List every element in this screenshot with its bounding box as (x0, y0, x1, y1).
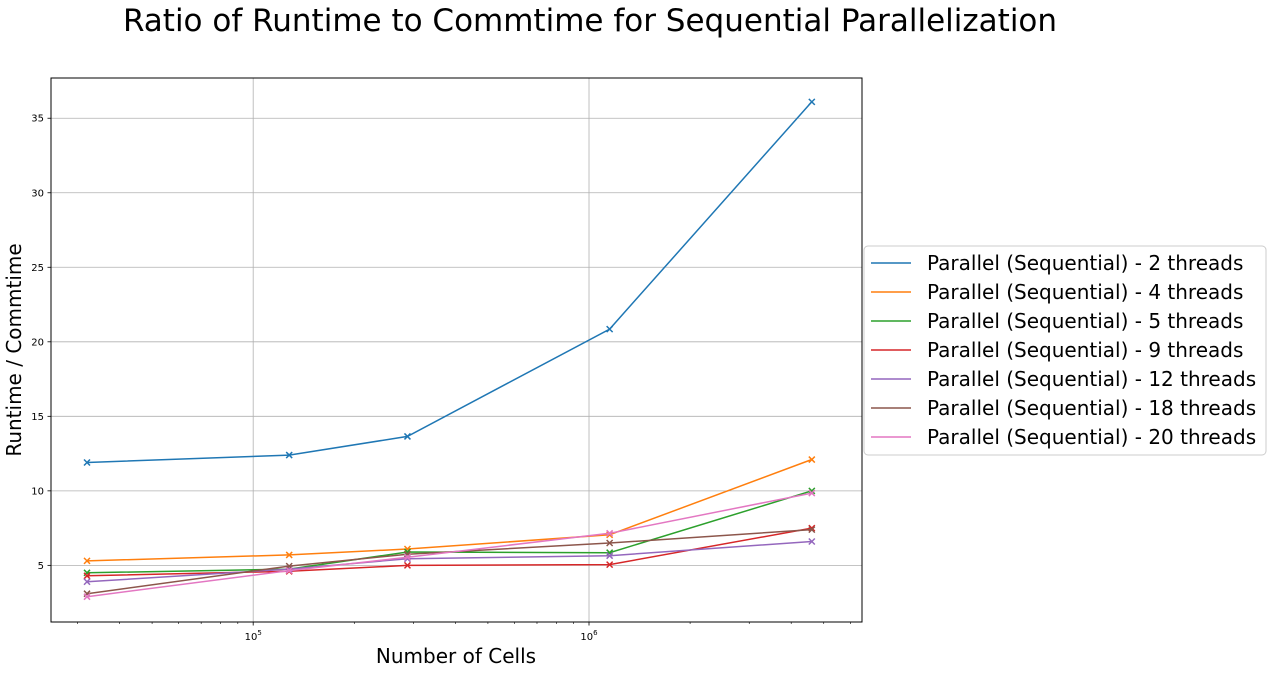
series-line-group (83, 98, 816, 467)
legend-item: Parallel (Sequential) - 5 threads (871, 309, 1243, 333)
legend-item: Parallel (Sequential) - 9 threads (871, 338, 1243, 362)
legend-label: Parallel (Sequential) - 20 threads (927, 425, 1256, 449)
grid (51, 78, 862, 622)
data-point-marker (606, 552, 614, 560)
legend-label: Parallel (Sequential) - 9 threads (927, 338, 1243, 362)
series-line (86, 101, 813, 464)
data-point-marker (83, 458, 91, 467)
legend-frame (863, 245, 1267, 456)
legend-item: Parallel (Sequential) - 12 threads (871, 367, 1256, 391)
data-point-marker (285, 551, 293, 559)
y-tick-label: 35 (31, 114, 44, 125)
series-line (86, 492, 812, 598)
legend-item: Parallel (Sequential) - 20 threads (871, 425, 1256, 449)
data-point-marker (285, 451, 293, 459)
y-tick-label: 20 (31, 337, 44, 348)
legend-item: Parallel (Sequential) - 4 threads (871, 280, 1243, 304)
data-point-marker (808, 98, 816, 106)
data-point-marker (808, 537, 816, 546)
y-axis: 5 10 15 20 25 30 35 (31, 114, 51, 572)
series-line (86, 490, 813, 574)
data-point-marker (808, 489, 816, 497)
x-tick-label: 106 (580, 629, 598, 643)
data-point-marker (83, 572, 91, 580)
legend-label: Parallel (Sequential) - 18 threads (927, 396, 1256, 420)
data-point-marker (606, 529, 614, 537)
series-line-group (83, 489, 816, 601)
legend-item: Parallel (Sequential) - 18 threads (871, 396, 1256, 420)
y-tick-label: 10 (31, 486, 44, 497)
legend-label: Parallel (Sequential) - 2 threads (927, 251, 1243, 275)
data-point-marker (403, 553, 411, 561)
y-tick-label: 30 (31, 188, 44, 199)
data-point-marker (808, 526, 816, 534)
y-axis-label: Runtime / Commtime (2, 243, 26, 456)
series-group (83, 98, 816, 601)
chart-title: Ratio of Runtime to Commtime for Sequent… (123, 3, 1057, 39)
legend-label: Parallel (Sequential) - 4 threads (927, 280, 1243, 304)
series-line-group (83, 456, 816, 565)
series-line-group (83, 526, 816, 598)
data-point-marker (403, 561, 411, 569)
x-tick-label: 105 (245, 629, 262, 643)
data-point-marker (83, 578, 91, 586)
data-point-marker (606, 539, 614, 547)
legend: Parallel (Sequential) - 2 threads Paralle… (863, 245, 1267, 456)
x-axis: 105 106 (77, 622, 851, 643)
data-point-marker (83, 557, 91, 565)
y-tick-label: 15 (31, 412, 44, 423)
plot-area (50, 77, 863, 623)
data-point-marker (808, 456, 816, 464)
y-tick-label: 25 (31, 263, 44, 274)
data-point-marker (403, 432, 411, 440)
legend-label: Parallel (Sequential) - 12 threads (927, 367, 1256, 391)
data-point-marker (606, 325, 614, 333)
data-point-marker (285, 567, 293, 575)
series-line (86, 528, 812, 595)
legend-label: Parallel (Sequential) - 5 threads (927, 309, 1243, 333)
data-point-marker (83, 593, 91, 601)
legend-item: Parallel (Sequential) - 2 threads (871, 251, 1243, 275)
series-line (86, 458, 813, 562)
data-point-marker (606, 561, 614, 569)
x-axis-label: Number of Cells (376, 644, 536, 668)
series-line-group (83, 487, 816, 577)
y-tick-label: 5 (38, 561, 44, 572)
